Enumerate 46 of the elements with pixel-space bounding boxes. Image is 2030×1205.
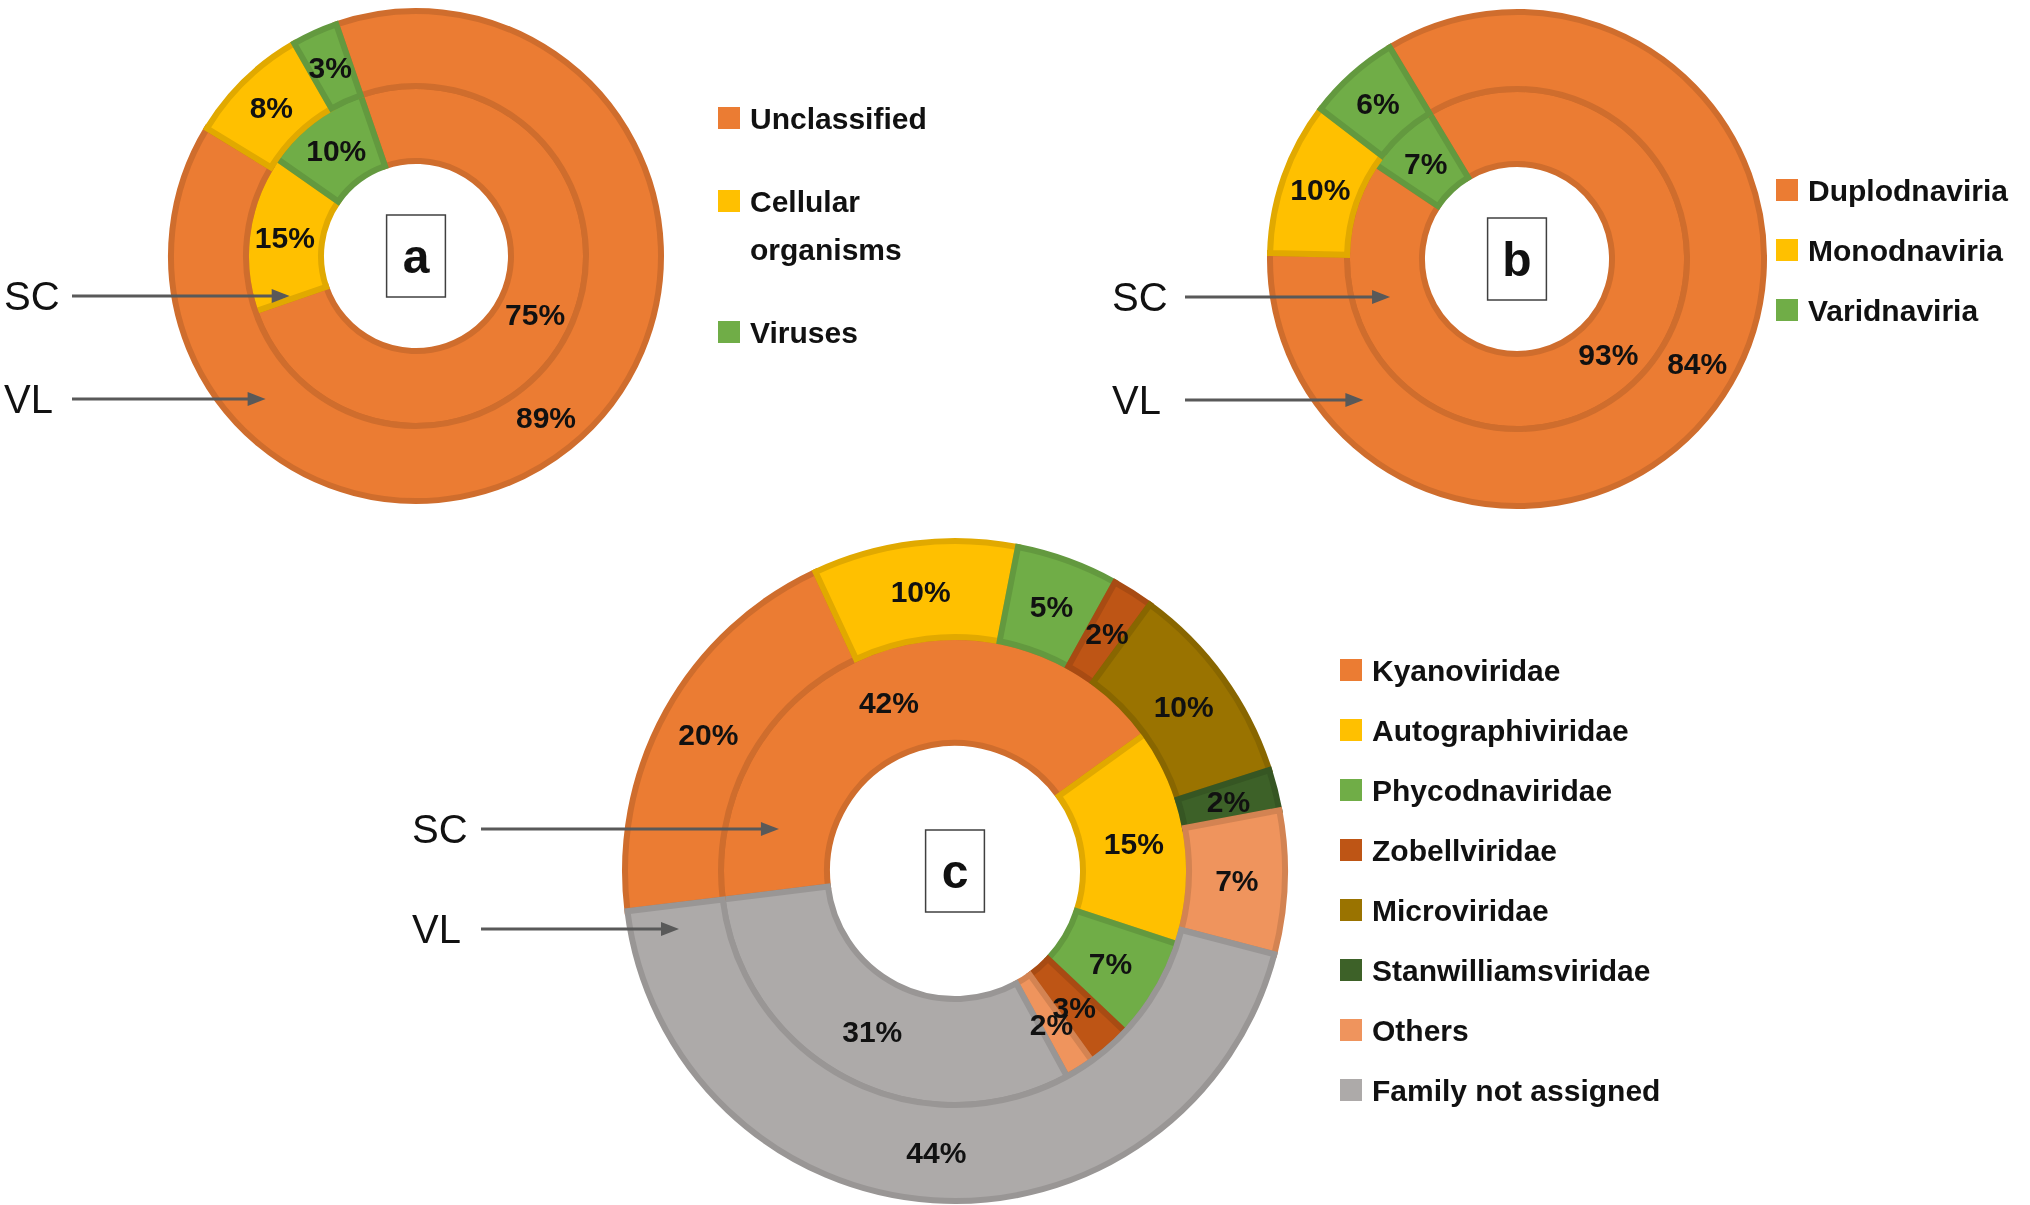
- text: c: [941, 844, 969, 898]
- data-label: 7%: [1215, 864, 1259, 898]
- text: b: [1502, 232, 1532, 286]
- data-label: 93%: [1578, 338, 1639, 372]
- legend-label: Phycodnaviridae: [1372, 773, 1613, 807]
- data-label: 5%: [1029, 589, 1074, 623]
- data-label: 10%: [1290, 173, 1351, 207]
- text: a: [402, 229, 430, 283]
- data-label: 15%: [254, 221, 315, 255]
- legend-label: Varidnaviria: [1808, 293, 1979, 327]
- legend-label: Cellular organisms: [750, 184, 902, 266]
- data-label: 7%: [1403, 146, 1448, 180]
- data-label: 75%: [505, 297, 566, 331]
- data-label: 10%: [1153, 689, 1214, 723]
- legend-label: Others: [1372, 1013, 1469, 1047]
- data-label: 42%: [858, 685, 919, 719]
- data-label: 31%: [842, 1015, 903, 1049]
- legend-label: Duplodnaviria: [1808, 173, 2009, 207]
- legend-label: Zobellviridae: [1372, 833, 1558, 867]
- slice-label: VL: [412, 907, 461, 951]
- data-label: 7%: [1088, 947, 1133, 981]
- slice-label: SC: [412, 807, 468, 851]
- data-label: 2%: [1085, 616, 1129, 650]
- slice-label: SC: [4, 274, 60, 318]
- data-label: 10%: [306, 133, 367, 167]
- data-label: 3%: [308, 50, 352, 84]
- data-label: 84%: [1667, 347, 1728, 381]
- legend-label: Unclassified: [750, 101, 927, 135]
- legend-label: Microviridae: [1372, 893, 1549, 927]
- data-label: 2%: [1206, 785, 1251, 819]
- slice-label: VL: [4, 377, 53, 421]
- legend-label: Family not assigned: [1372, 1073, 1661, 1107]
- slice-label: SC: [1112, 275, 1168, 319]
- data-label: 6%: [1356, 87, 1400, 121]
- data-label: 8%: [249, 90, 294, 124]
- legend-label: Kyanoviridae: [1372, 653, 1561, 687]
- legend-label: Stanwilliamsviridae: [1372, 953, 1651, 987]
- legend-label: Monodnaviria: [1808, 233, 2004, 267]
- data-label: 89%: [516, 401, 577, 435]
- data-label: 10%: [890, 574, 951, 608]
- data-label: 15%: [1103, 826, 1164, 860]
- slice-label: VL: [1112, 378, 1161, 422]
- legend-label: Viruses: [750, 315, 858, 349]
- legend-label: Autographiviridae: [1372, 713, 1629, 747]
- data-label: 44%: [906, 1135, 967, 1169]
- data-label: 20%: [678, 717, 739, 751]
